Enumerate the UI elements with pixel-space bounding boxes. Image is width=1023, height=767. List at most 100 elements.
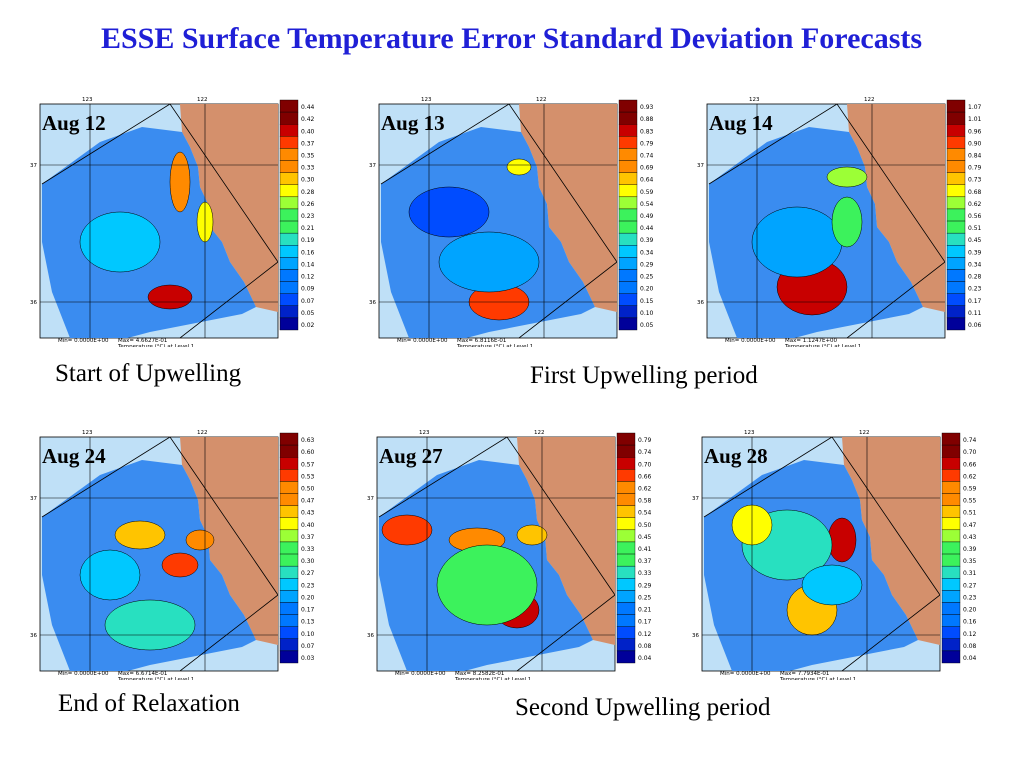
colorbar-tick-label: 0.70 [638,461,652,468]
colorbar-tick-label: 0.20 [640,286,654,293]
colorbar-tick-label: 0.04 [638,655,652,662]
colorbar-swatch [279,541,299,555]
colorbar-swatch [616,578,636,591]
colorbar-swatch [279,578,299,591]
colorbar-tick-label: 1.01 [968,116,982,123]
lon-label-left: 123 [82,97,93,103]
colorbar-tick-label: 0.49 [640,213,654,220]
colorbar-swatch [946,111,966,125]
colorbar-swatch [279,432,299,446]
colorbar-swatch [616,493,636,506]
forecast-panel: 123 122 37 36 Aug 14 1.07 1.01 0.96 0.90 0.8… [697,92,987,347]
colorbar-swatch [279,553,299,567]
colorbar-tick-label: 0.03 [301,655,315,662]
error-hotspot [506,158,532,176]
colorbar-swatch [616,626,636,639]
colorbar-swatch [618,257,638,270]
land-mass [842,437,940,645]
colorbar-tick-label: 0.70 [963,449,977,456]
colorbar-tick-label: 0.39 [963,546,977,553]
colorbar-swatch [941,638,961,652]
colorbar-tick-label: 0.33 [301,165,315,172]
colorbar-tick-label: 0.21 [638,607,652,614]
min-value-text: Min= 0.0000E+00 [397,338,448,344]
colorbar-swatch [618,220,638,234]
min-value-text: Min= 0.0000E+00 [720,671,771,677]
colorbar-tick-label: 0.16 [301,249,315,256]
colorbar-tick-label: 0.44 [301,104,315,111]
max-value-text: Max= 7.7934E-01 [780,671,829,677]
colorbar-tick-label: 0.17 [638,619,652,626]
colorbar-tick-label: 0.33 [638,570,652,577]
lat-label-bottom: 36 [30,633,37,639]
colorbar-swatch [279,172,299,185]
error-hotspot [161,552,199,578]
colorbar-tick-label: 0.29 [640,261,654,268]
colorbar-tick-label: 0.17 [301,607,315,614]
error-hotspot [827,517,857,563]
colorbar-tick-label: 0.07 [301,298,315,305]
lon-label-left: 123 [744,430,755,436]
colorbar-tick-label: 0.20 [301,594,315,601]
error-hotspot [516,524,548,546]
error-hotspot [381,514,433,546]
colorbar-tick-label: 0.27 [963,582,977,589]
colorbar-tick-label: 0.25 [640,274,654,281]
colorbar-swatch [279,650,299,664]
colorbar-swatch [618,232,638,246]
colorbar-tick-label: 0.58 [638,498,652,505]
colorbar-swatch [941,565,961,579]
colorbar-swatch [279,493,299,506]
colorbar-tick-label: 0.39 [640,237,654,244]
colorbar-swatch [618,160,638,173]
error-hotspot [79,211,161,273]
colorbar-tick-label: 0.51 [963,510,977,517]
colorbar-swatch [279,602,299,615]
colorbar-tick-label: 1.07 [968,104,982,111]
colorbar-swatch [946,257,966,270]
colorbar-swatch [941,541,961,555]
colorbar-swatch [616,469,636,482]
lon-label-right: 122 [197,97,208,103]
land-mass [180,437,278,645]
lat-label-top: 37 [30,163,37,169]
caption-end-relaxation: End of Relaxation [58,690,240,717]
error-hotspot [114,520,166,550]
colorbar-swatch [946,99,966,113]
colorbar-swatch [618,196,638,210]
colorbar-tick-label: 0.23 [301,213,315,220]
land-mass [519,104,617,312]
colorbar-swatch [279,565,299,579]
colorbar-swatch [279,124,299,137]
lat-label-bottom: 36 [692,633,699,639]
colorbar-swatch [279,614,299,627]
colorbar-tick-label: 0.74 [963,437,977,444]
colorbar-swatch [946,208,966,222]
colorbar-tick-label: 0.34 [640,249,654,256]
caption-start-upwelling: Start of Upwelling [55,360,242,387]
colorbar-tick-label: 0.04 [963,655,977,662]
map-area [376,436,616,672]
colorbar: 0.44 0.42 0.40 0.37 0.35 0.33 0.30 0.28 0.26 0.23… [279,99,315,331]
lat-label-top: 37 [692,496,699,502]
colorbar-swatch [279,444,299,458]
colorbar-swatch [946,305,966,319]
colorbar-swatch [946,148,966,161]
colorbar-tick-label: 0.93 [640,104,654,111]
colorbar-tick-label: 0.14 [301,261,315,268]
colorbar-tick-label: 0.50 [301,486,315,493]
colorbar-tick-label: 0.06 [968,322,982,329]
lat-label-bottom: 36 [367,633,374,639]
lat-label-bottom: 36 [369,300,376,306]
colorbar-tick-label: 0.88 [640,116,654,123]
colorbar-tick-label: 0.34 [968,261,982,268]
colorbar-tick-label: 0.57 [301,461,315,468]
colorbar-swatch [618,269,638,282]
forecast-panel: 123 122 37 36 Aug 27 0.79 0.74 0.70 0.66 0.6… [367,425,657,680]
colorbar-swatch [279,148,299,161]
colorbar-swatch [279,281,299,294]
colorbar-tick-label: 0.11 [968,310,982,317]
colorbar-swatch [941,578,961,591]
colorbar-swatch [946,232,966,246]
map-area [378,103,618,339]
